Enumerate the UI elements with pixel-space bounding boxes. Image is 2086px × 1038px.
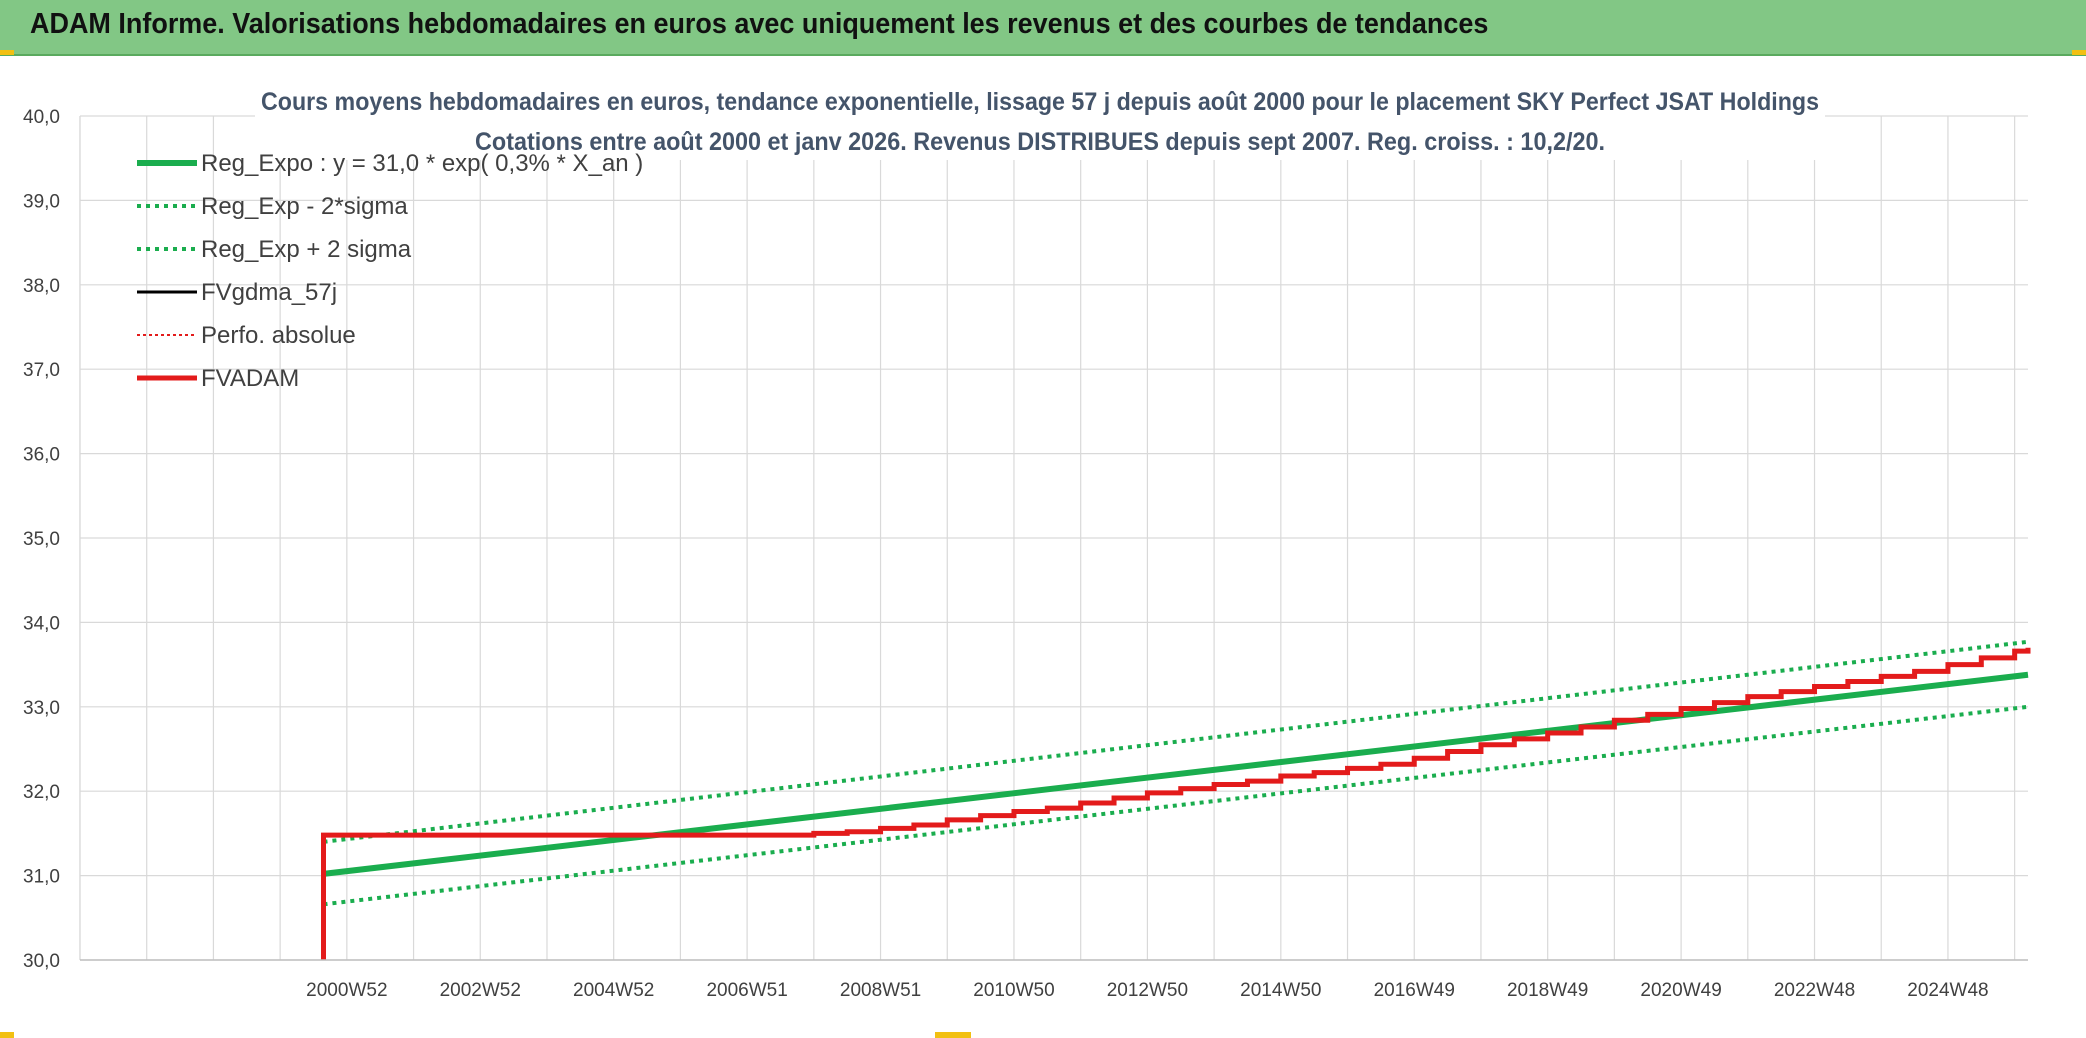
y-tick-label: 31,0 xyxy=(23,867,60,888)
chart-title-line1: Cours moyens hebdomadaires en euros, ten… xyxy=(261,88,1819,116)
axis-layer: 30,0 31,0 32,0 33,0 34,0 35,0 36,0 37,0 38,0 39,0… xyxy=(23,107,2028,1001)
legend-label: FVADAM xyxy=(201,365,299,392)
y-tick-label: 38,0 xyxy=(23,276,60,297)
x-tick-label: 2006W51 xyxy=(706,980,787,1001)
y-tick-label: 35,0 xyxy=(23,529,60,550)
series-line-5 xyxy=(321,647,2031,960)
legend-label: Perfo. absolue xyxy=(201,322,356,349)
chart-title-line2: Cotations entre août 2000 et janv 2026. … xyxy=(475,128,1605,156)
title-background xyxy=(255,80,1825,160)
x-tick-label: 2018W49 xyxy=(1507,980,1588,1001)
x-tick-label: 2002W52 xyxy=(440,980,521,1001)
x-tick-label: 2022W48 xyxy=(1774,980,1855,1001)
y-tick-label: 30,0 xyxy=(23,951,60,972)
series-line-0 xyxy=(323,671,2029,877)
x-tick-label: 2014W50 xyxy=(1240,980,1321,1001)
y-tick-label: 33,0 xyxy=(23,698,60,719)
x-tick-label: 2024W48 xyxy=(1907,980,1988,1001)
x-tick-label: 2000W52 xyxy=(306,980,387,1001)
legend-label: Reg_Expo : y = 31,0 * exp( 0,3% * X_an ) xyxy=(201,150,643,177)
x-tick-label: 2016W49 xyxy=(1374,980,1455,1001)
x-tick-label: 2010W50 xyxy=(973,980,1054,1001)
y-tick-label: 39,0 xyxy=(23,191,60,212)
chart-svg: 30,0 31,0 32,0 33,0 34,0 35,0 36,0 37,0 38,0 39,0… xyxy=(23,80,2031,1001)
series-line-2 xyxy=(323,639,2029,844)
legend-label: Reg_Exp + 2 sigma xyxy=(201,236,412,263)
y-tick-label: 32,0 xyxy=(23,782,60,803)
x-tick-label: 2020W49 xyxy=(1640,980,1721,1001)
x-tick-label: 2012W50 xyxy=(1107,980,1188,1001)
chart-area: 30,0 31,0 32,0 33,0 34,0 35,0 36,0 37,0 38,0 39,0… xyxy=(0,58,2086,1038)
legend-label: FVgdma_57j xyxy=(201,279,337,306)
corner-mark-bottom-left xyxy=(0,1032,14,1038)
series-layer xyxy=(321,639,2031,960)
report-title: ADAM Informe. Valorisations hebdomadaire… xyxy=(30,8,1489,40)
corner-mark-bottom-mid xyxy=(935,1032,971,1038)
corner-mark-right xyxy=(2072,50,2086,55)
y-tick-label: 34,0 xyxy=(23,613,60,634)
legend: Reg_Expo : y = 31,0 * exp( 0,3% * X_an )… xyxy=(137,150,643,392)
x-tick-label: 2008W51 xyxy=(840,980,921,1001)
report-banner: ADAM Informe. Valorisations hebdomadaire… xyxy=(0,0,2086,56)
legend-label: Reg_Exp - 2*sigma xyxy=(201,193,408,220)
corner-mark-left xyxy=(0,50,14,55)
x-tick-label: 2004W52 xyxy=(573,980,654,1001)
y-tick-label: 36,0 xyxy=(23,445,60,466)
y-tick-label: 40,0 xyxy=(23,107,60,128)
y-tick-label: 37,0 xyxy=(23,360,60,381)
series-line-1 xyxy=(323,704,2029,907)
